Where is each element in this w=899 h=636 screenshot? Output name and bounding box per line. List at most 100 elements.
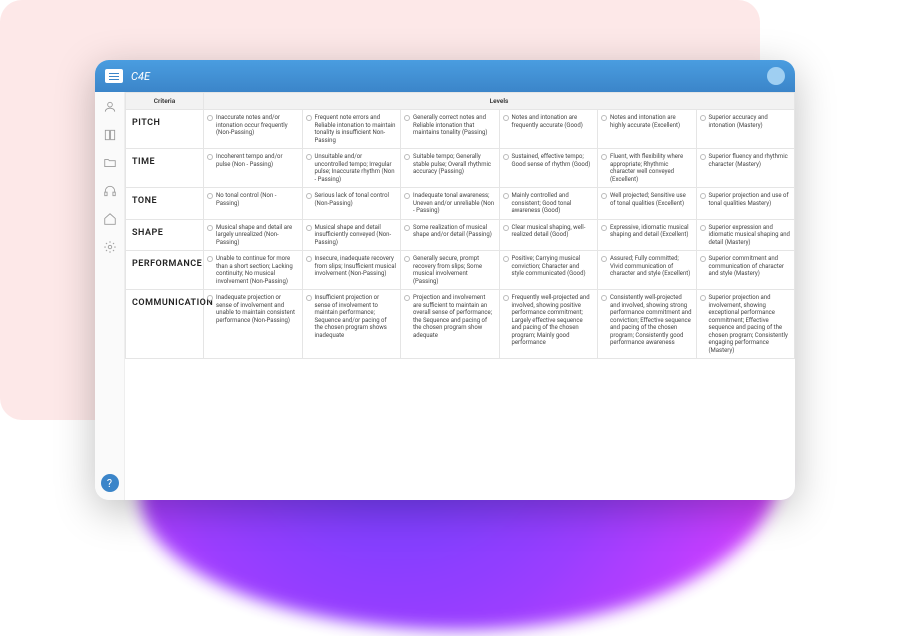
level-cell[interactable]: Superior projection and involvement, sho… xyxy=(696,290,795,359)
level-cell[interactable]: Incoherent tempo and/or pulse (Non - Pas… xyxy=(204,149,303,188)
radio-icon[interactable] xyxy=(503,295,509,301)
level-cell[interactable]: Generally correct notes and Reliable int… xyxy=(401,110,500,149)
radio-icon[interactable] xyxy=(601,154,607,160)
level-cell[interactable]: Assured; Fully committed; Vivid communic… xyxy=(598,251,697,290)
help-button[interactable]: ? xyxy=(101,474,119,492)
level-cell[interactable]: Generally secure, prompt recovery from s… xyxy=(401,251,500,290)
radio-icon[interactable] xyxy=(601,256,607,262)
radio-icon[interactable] xyxy=(700,225,706,231)
level-cell[interactable]: Unsuitable and/or uncontrolled tempo; Ir… xyxy=(302,149,401,188)
radio-icon[interactable] xyxy=(503,256,509,262)
table-row: TIMEIncoherent tempo and/or pulse (Non -… xyxy=(126,149,795,188)
levels-header: Levels xyxy=(204,93,795,110)
home-icon[interactable] xyxy=(103,212,117,226)
level-cell[interactable]: Notes and intonation are highly accurate… xyxy=(598,110,697,149)
level-cell[interactable]: Musical shape and detail are largely unr… xyxy=(204,219,303,251)
level-text: Musical shape and detail insufficiently … xyxy=(315,224,392,246)
user-icon[interactable] xyxy=(103,100,117,114)
level-cell[interactable]: Consistently well-projected and involved… xyxy=(598,290,697,359)
radio-icon[interactable] xyxy=(207,193,213,199)
radio-icon[interactable] xyxy=(503,115,509,121)
level-text: Well projected; Sensitive use of tonal q… xyxy=(610,192,686,207)
radio-icon[interactable] xyxy=(404,154,410,160)
table-row: COMMUNICATION Inadequate projection or se… xyxy=(126,290,795,359)
level-text: Notes and intonation are frequently accu… xyxy=(512,114,583,129)
level-cell[interactable]: Superior expression and idiomatic musica… xyxy=(696,219,795,251)
level-cell[interactable]: Insufficient projection or sense of invo… xyxy=(302,290,401,359)
level-text: Sustained, effective tempo; Good sense o… xyxy=(512,153,591,168)
level-text: Generally secure, prompt recovery from s… xyxy=(413,255,482,285)
radio-icon[interactable] xyxy=(700,193,706,199)
radio-icon[interactable] xyxy=(601,193,607,199)
level-cell[interactable]: Superior fluency and rhythmic character … xyxy=(696,149,795,188)
level-cell[interactable]: Positive; Carrying musical conviction; C… xyxy=(499,251,598,290)
radio-icon[interactable] xyxy=(404,225,410,231)
radio-icon[interactable] xyxy=(601,115,607,121)
level-text: No tonal control (Non - Passing) xyxy=(216,192,276,207)
level-cell[interactable]: Insecure, inadequate recovery from slips… xyxy=(302,251,401,290)
radio-icon[interactable] xyxy=(207,115,213,121)
level-cell[interactable]: Superior projection and use of tonal qua… xyxy=(696,188,795,220)
level-cell[interactable]: Inaccurate notes and/or intonation occur… xyxy=(204,110,303,149)
level-cell[interactable]: Mainly controlled and consistent; Good t… xyxy=(499,188,598,220)
radio-icon[interactable] xyxy=(306,295,312,301)
radio-icon[interactable] xyxy=(601,225,607,231)
radio-icon[interactable] xyxy=(207,154,213,160)
folder-icon[interactable] xyxy=(103,156,117,170)
radio-icon[interactable] xyxy=(503,225,509,231)
level-text: Suitable tempo; Generally stable pulse; … xyxy=(413,153,491,175)
level-cell[interactable]: No tonal control (Non - Passing) xyxy=(204,188,303,220)
radio-icon[interactable] xyxy=(306,225,312,231)
level-cell[interactable]: Clear musical shaping, well-realized det… xyxy=(499,219,598,251)
level-cell[interactable]: Projection and involvement are sufficien… xyxy=(401,290,500,359)
level-cell[interactable]: Superior commitment and communication of… xyxy=(696,251,795,290)
level-cell[interactable]: Some realization of musical shape and/or… xyxy=(401,219,500,251)
radio-icon[interactable] xyxy=(700,256,706,262)
headphones-icon[interactable] xyxy=(103,184,117,198)
criterion-label: COMMUNICATION xyxy=(126,290,204,359)
sidebar: ? xyxy=(95,92,125,500)
gear-icon[interactable] xyxy=(103,240,117,254)
radio-icon[interactable] xyxy=(404,256,410,262)
level-text: Insecure, inadequate recovery from slips… xyxy=(315,255,396,277)
criterion-label: PITCH xyxy=(126,110,204,149)
radio-icon[interactable] xyxy=(404,295,410,301)
level-cell[interactable]: Expressive, idiomatic musical shaping an… xyxy=(598,219,697,251)
level-cell[interactable]: Frequently well-projected and involved, … xyxy=(499,290,598,359)
radio-icon[interactable] xyxy=(601,295,607,301)
topbar: C4E xyxy=(95,60,795,92)
level-cell[interactable]: Superior accuracy and intonation (Master… xyxy=(696,110,795,149)
level-cell[interactable]: Sustained, effective tempo; Good sense o… xyxy=(499,149,598,188)
radio-icon[interactable] xyxy=(503,154,509,160)
radio-icon[interactable] xyxy=(207,256,213,262)
level-cell[interactable]: Notes and intonation are frequently accu… xyxy=(499,110,598,149)
level-cell[interactable]: Suitable tempo; Generally stable pulse; … xyxy=(401,149,500,188)
level-cell[interactable]: Fluent, with flexibility where appropria… xyxy=(598,149,697,188)
level-cell[interactable]: Musical shape and detail insufficiently … xyxy=(302,219,401,251)
level-cell[interactable]: Well projected; Sensitive use of tonal q… xyxy=(598,188,697,220)
avatar[interactable] xyxy=(767,67,785,85)
radio-icon[interactable] xyxy=(207,295,213,301)
radio-icon[interactable] xyxy=(700,295,706,301)
book-icon[interactable] xyxy=(103,128,117,142)
criterion-label: PERFORMANCE xyxy=(126,251,204,290)
radio-icon[interactable] xyxy=(306,115,312,121)
radio-icon[interactable] xyxy=(207,225,213,231)
radio-icon[interactable] xyxy=(306,193,312,199)
radio-icon[interactable] xyxy=(700,154,706,160)
level-cell[interactable]: Unable to continue for more than a short… xyxy=(204,251,303,290)
radio-icon[interactable] xyxy=(404,193,410,199)
radio-icon[interactable] xyxy=(404,115,410,121)
level-cell[interactable]: Inadequate projection or sense of involv… xyxy=(204,290,303,359)
level-text: Musical shape and detail are largely unr… xyxy=(216,224,292,246)
radio-icon[interactable] xyxy=(503,193,509,199)
level-cell[interactable]: Frequent note errors and Reliable intona… xyxy=(302,110,401,149)
radio-icon[interactable] xyxy=(700,115,706,121)
menu-button[interactable] xyxy=(105,69,123,83)
level-cell[interactable]: Inadequate tonal awareness; Uneven and/o… xyxy=(401,188,500,220)
radio-icon[interactable] xyxy=(306,256,312,262)
level-text: Projection and involvement are sufficien… xyxy=(413,294,492,339)
radio-icon[interactable] xyxy=(306,154,312,160)
level-cell[interactable]: Serious lack of tonal control (Non-Passi… xyxy=(302,188,401,220)
level-text: Inadequate projection or sense of involv… xyxy=(216,294,295,324)
